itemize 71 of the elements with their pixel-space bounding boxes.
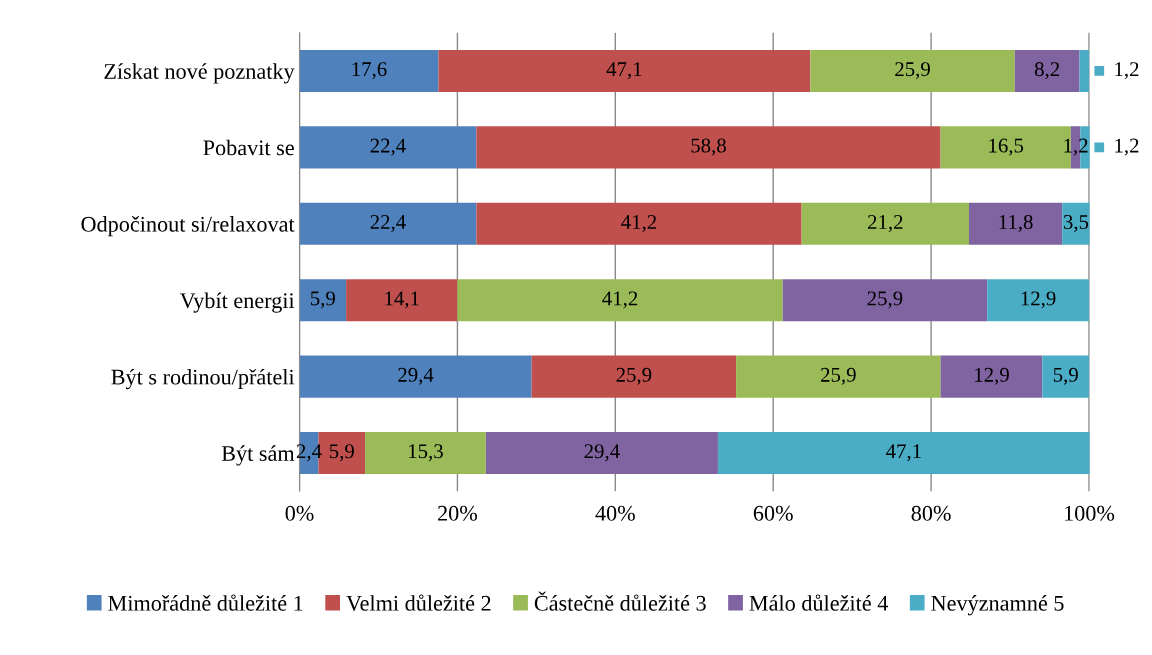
bar	[1079, 49, 1089, 92]
x-tick-label: 0%	[285, 505, 314, 521]
data-label: 22,4	[370, 215, 406, 232]
bar	[438, 49, 811, 92]
x-tick-label: 80%	[911, 505, 951, 521]
bar	[299, 279, 347, 322]
data-label: 5,9	[311, 291, 335, 309]
data-label: 25,9	[867, 291, 903, 309]
data-label: 5,9	[329, 444, 354, 462]
y-tick-label: Být s rodinou/přáteli	[111, 368, 295, 390]
bar	[782, 279, 988, 322]
data-label: 22,4	[370, 138, 406, 156]
data-label: 1,2	[1115, 138, 1139, 156]
bar	[940, 355, 1043, 398]
legend-label: Částečně důležité 3	[534, 591, 706, 611]
bar	[1042, 355, 1089, 398]
bar	[987, 279, 1089, 322]
bar	[1014, 49, 1080, 92]
data-label: 8,2	[1034, 62, 1060, 80]
bar	[299, 202, 477, 245]
bar	[476, 126, 941, 169]
x-tick-label: 40%	[595, 505, 635, 521]
y-tick-label: Odpočinout si/relaxovat	[81, 216, 295, 237]
data-label: 1,2	[1064, 138, 1088, 156]
data-label: 11,8	[999, 214, 1033, 232]
data-label: 41,2	[602, 291, 638, 309]
bar	[969, 202, 1063, 245]
data-label: 25,9	[821, 367, 856, 385]
x-tick-label: 20%	[438, 505, 478, 521]
data-label: 58,8	[691, 138, 726, 156]
data-label: 17,6	[352, 62, 387, 80]
bar	[801, 202, 969, 245]
bar	[810, 49, 1015, 92]
bar	[299, 355, 532, 398]
data-label: 14,1	[385, 291, 419, 309]
bar	[485, 432, 718, 475]
data-label: 15,3	[409, 444, 443, 462]
bar	[299, 126, 477, 169]
bar	[346, 279, 458, 322]
data-label: 25,9	[895, 62, 930, 80]
data-label: 25,9	[616, 367, 652, 385]
bar	[299, 49, 439, 92]
y-tick-label: Pobavit se	[203, 139, 294, 156]
data-label: 16,5	[989, 138, 1024, 156]
data-label: 12,9	[1021, 291, 1056, 309]
bar	[476, 202, 802, 245]
bar	[531, 355, 737, 398]
data-label: 1,2	[1115, 62, 1139, 80]
data-label: 47,1	[886, 444, 921, 462]
bar	[457, 279, 783, 322]
x-tick-label: 60%	[753, 505, 793, 521]
bar	[365, 432, 486, 475]
x-tick-label: 100%	[1065, 505, 1115, 521]
legend-label: Velmi důležité 2	[346, 594, 491, 611]
y-tick-label: Vybít energii	[179, 292, 295, 313]
bar	[736, 355, 941, 398]
data-label: 21,2	[868, 215, 903, 232]
legend-label: Málo důležité 4	[749, 594, 888, 611]
legend-label: Nevýznamné 5	[931, 595, 1064, 616]
bar	[1062, 202, 1090, 245]
legend-label: Mimořádně důležité 1	[108, 594, 303, 611]
y-tick-label: Získat nové poznatky	[104, 63, 295, 84]
bar	[717, 432, 1090, 475]
data-label: 47,1	[606, 62, 642, 80]
data-label: 5,9	[1053, 367, 1078, 385]
data-label: 41,2	[621, 215, 657, 232]
data-label: 3,5	[1063, 215, 1089, 232]
data-label: 29,4	[398, 367, 434, 385]
y-tick-label: Být sám	[221, 445, 295, 466]
data-label: 29,4	[584, 444, 620, 462]
data-label: 12,9	[975, 367, 1009, 385]
